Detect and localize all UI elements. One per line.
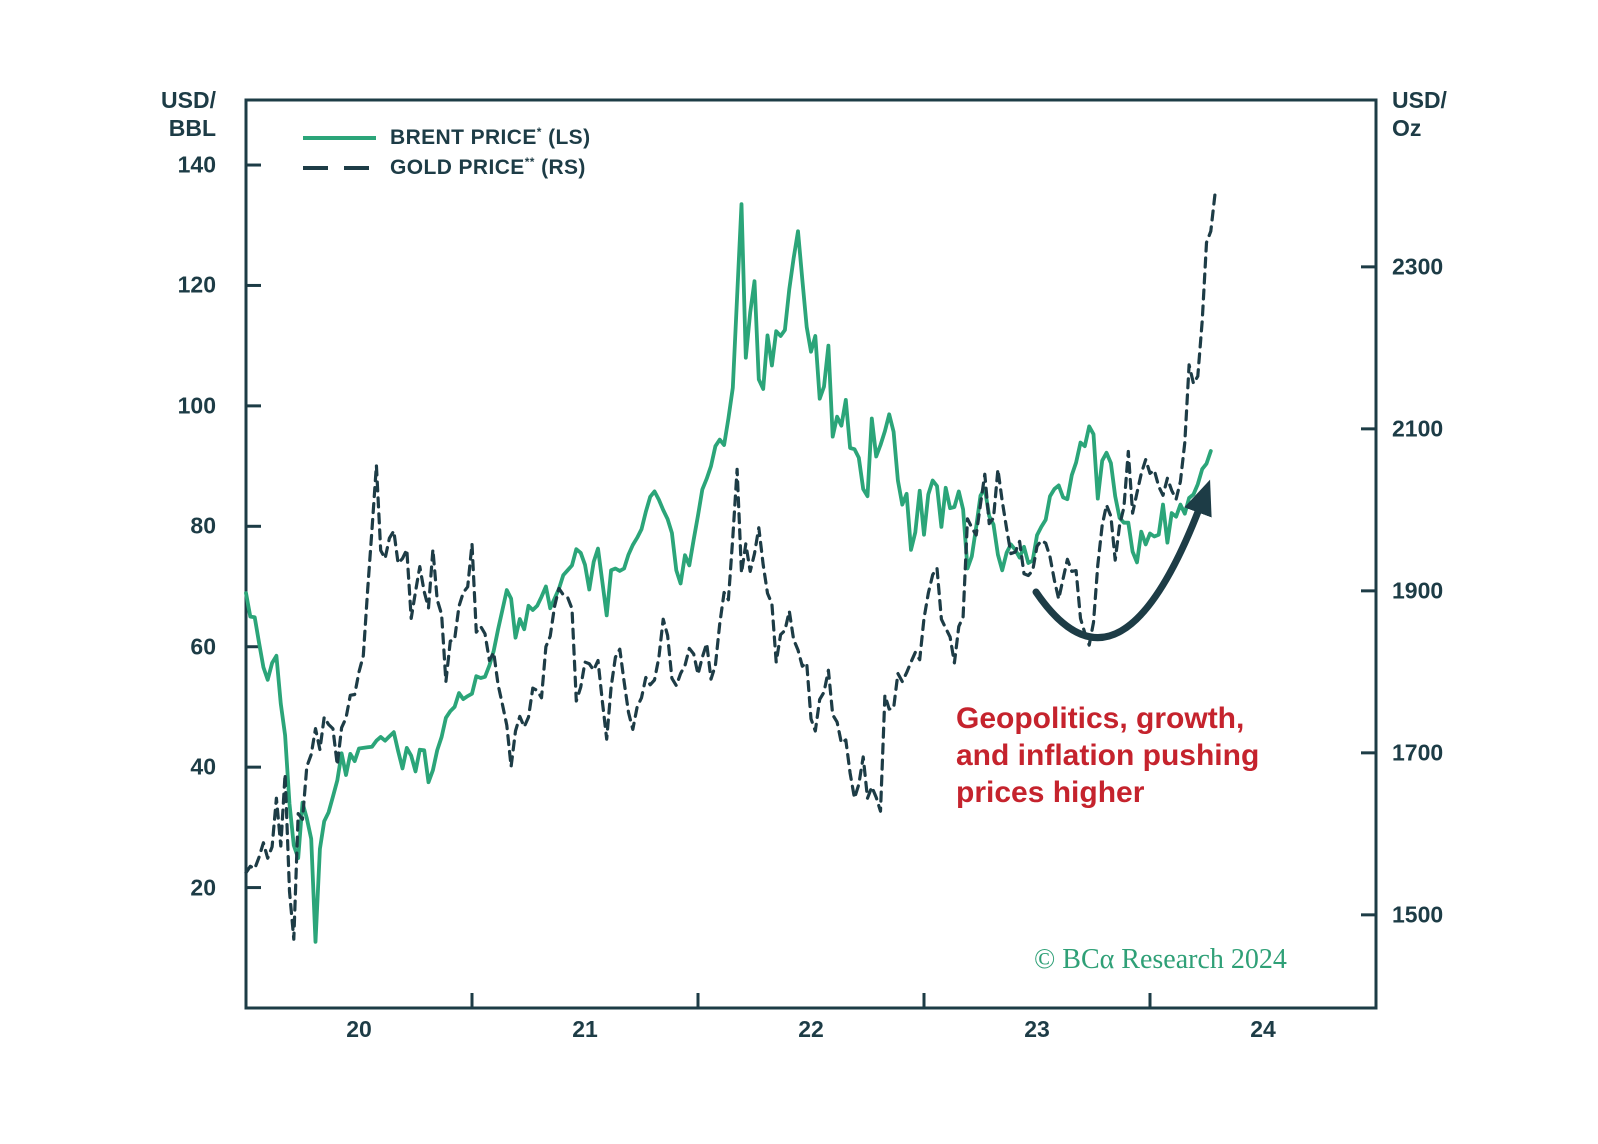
left-axis-tick-label: 100 <box>177 392 216 419</box>
x-axis-year-label: 24 <box>1250 1016 1276 1042</box>
right-axis-tick-label: 1700 <box>1392 739 1444 766</box>
x-axis-year-label: 23 <box>1024 1016 1050 1042</box>
left-axis-tick-label: 120 <box>177 271 216 298</box>
left-axis-tick-label: 60 <box>190 633 216 660</box>
left-axis-unit-label: USD/ BBL <box>128 86 216 142</box>
legend-brent-name: BRENT PRICE <box>390 126 537 149</box>
right-axis-unit-line2: Oz <box>1392 115 1422 141</box>
left-axis-tick-label: 140 <box>177 151 216 178</box>
gold-line-swatch <box>303 166 376 170</box>
legend-gold-footnote-mark: ** <box>524 155 535 169</box>
left-axis-tick-label: 80 <box>190 512 216 539</box>
left-axis-tick-label: 20 <box>190 874 216 901</box>
right-axis-tick-label: 1900 <box>1392 577 1444 604</box>
legend-item-gold: GOLD PRICE** (RS) <box>303 153 590 183</box>
brent-price-line <box>244 202 1213 944</box>
copyright-text: © BCα Research 2024 <box>1034 944 1287 975</box>
legend-brent-footnote-mark: * <box>536 125 542 139</box>
right-axis-tick-label: 2300 <box>1392 253 1444 280</box>
left-axis-unit-line1: USD/ <box>161 87 216 113</box>
left-axis-unit-line2: BBL <box>168 115 216 141</box>
legend-label-gold: GOLD PRICE** (RS) <box>390 156 586 180</box>
legend: BRENT PRICE* (LS) GOLD PRICE** (RS) <box>303 123 590 183</box>
right-axis-tick-label: 2100 <box>1392 415 1444 442</box>
legend-label-brent: BRENT PRICE* (LS) <box>390 126 590 150</box>
brent-line-swatch <box>303 136 376 140</box>
legend-item-brent: BRENT PRICE* (LS) <box>303 123 590 153</box>
legend-gold-name: GOLD PRICE <box>390 156 525 179</box>
x-axis-year-label: 21 <box>572 1016 598 1042</box>
trend-arrow <box>1032 479 1212 641</box>
right-axis-unit-label: USD/ Oz <box>1392 86 1447 142</box>
left-axis-tick-label: 40 <box>190 753 216 780</box>
annotation-text: Geopolitics, growth, and inflation pushi… <box>956 702 1260 809</box>
plot-frame <box>244 98 1378 1010</box>
legend-gold-axis-tag: (RS) <box>534 156 586 179</box>
right-axis-unit-line1: USD/ <box>1392 87 1447 113</box>
gold-price-line <box>244 190 1217 941</box>
x-axis-year-label: 20 <box>346 1016 372 1042</box>
legend-brent-axis-tag: (LS) <box>541 126 591 149</box>
right-axis-tick-label: 1500 <box>1392 901 1444 928</box>
x-axis-year-label: 22 <box>798 1016 824 1042</box>
